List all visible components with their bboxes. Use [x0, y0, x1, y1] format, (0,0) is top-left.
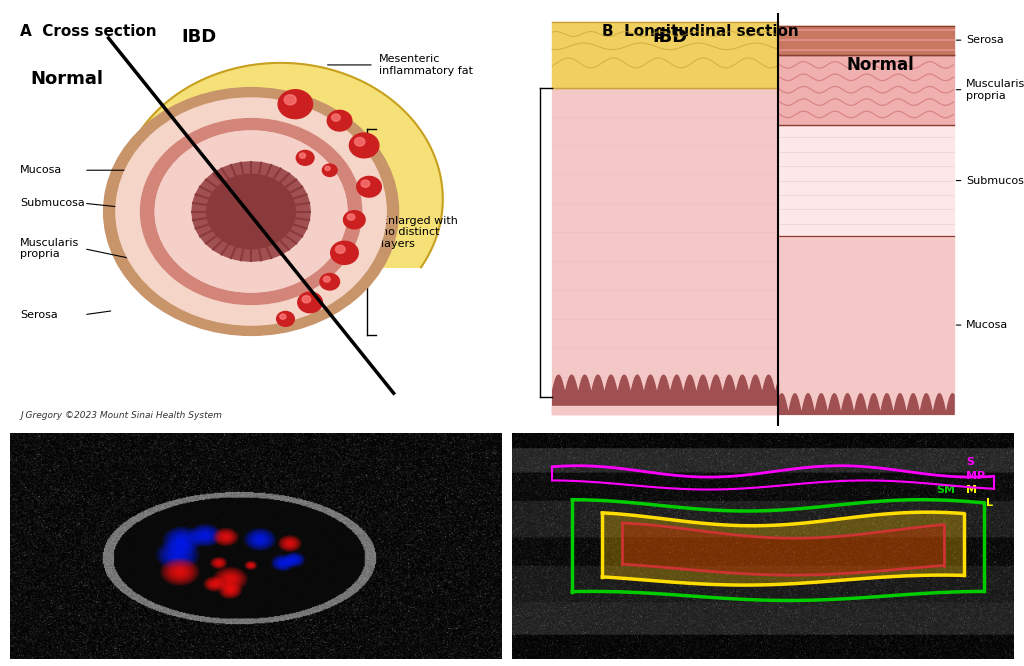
Circle shape [280, 314, 286, 319]
Text: Submucosa: Submucosa [966, 176, 1024, 186]
Circle shape [319, 274, 340, 290]
Circle shape [354, 137, 365, 146]
Circle shape [349, 133, 379, 158]
Text: Submucosa: Submucosa [20, 198, 85, 208]
Text: Enlarged with
no distinct
layers: Enlarged with no distinct layers [381, 216, 458, 249]
Circle shape [356, 176, 381, 197]
Circle shape [328, 111, 352, 131]
Circle shape [284, 95, 296, 105]
Text: Mucosa: Mucosa [20, 165, 62, 175]
Bar [778, 125, 953, 236]
Text: S: S [966, 458, 974, 468]
Circle shape [331, 241, 358, 264]
Circle shape [299, 153, 305, 159]
Circle shape [325, 166, 330, 170]
Bar [552, 88, 778, 414]
Circle shape [336, 245, 345, 253]
Text: A  Cross section: A Cross section [20, 24, 157, 39]
Circle shape [296, 151, 314, 165]
Circle shape [279, 90, 312, 119]
Bar [778, 55, 953, 125]
Text: Serosa: Serosa [966, 35, 1004, 45]
Text: Muscularis
propria: Muscularis propria [20, 238, 79, 260]
Circle shape [302, 296, 310, 303]
Circle shape [207, 174, 295, 248]
Circle shape [324, 276, 330, 282]
Circle shape [347, 214, 355, 220]
Text: IBD: IBD [652, 28, 688, 46]
Circle shape [343, 210, 366, 229]
Bar [778, 236, 953, 414]
Text: Serosa: Serosa [20, 310, 57, 320]
Text: IBD: IBD [182, 28, 217, 46]
Circle shape [156, 131, 347, 292]
Polygon shape [119, 63, 442, 267]
Circle shape [361, 180, 370, 187]
Circle shape [140, 119, 361, 304]
Text: Mucosa: Mucosa [966, 320, 1009, 330]
Circle shape [332, 114, 340, 121]
Circle shape [298, 292, 323, 313]
Text: MP: MP [966, 471, 985, 481]
Text: M: M [966, 484, 977, 495]
Text: Normal: Normal [847, 56, 914, 74]
Text: J Gregory ©2023 Mount Sinai Health System: J Gregory ©2023 Mount Sinai Health Syste… [20, 411, 222, 420]
Circle shape [116, 98, 386, 325]
Circle shape [276, 312, 294, 326]
Circle shape [323, 164, 337, 176]
Bar [778, 26, 953, 55]
Text: B  Longitudinal section: B Longitudinal section [602, 24, 799, 39]
Text: SM: SM [936, 484, 955, 495]
Circle shape [156, 131, 347, 292]
Bar [552, 21, 778, 88]
Text: Normal: Normal [30, 71, 102, 89]
Text: Mesenteric
inflammatory fat: Mesenteric inflammatory fat [379, 54, 473, 76]
Text: Muscularis
propria: Muscularis propria [966, 79, 1024, 101]
Text: L: L [986, 498, 993, 508]
Circle shape [193, 162, 310, 261]
Circle shape [103, 88, 398, 336]
